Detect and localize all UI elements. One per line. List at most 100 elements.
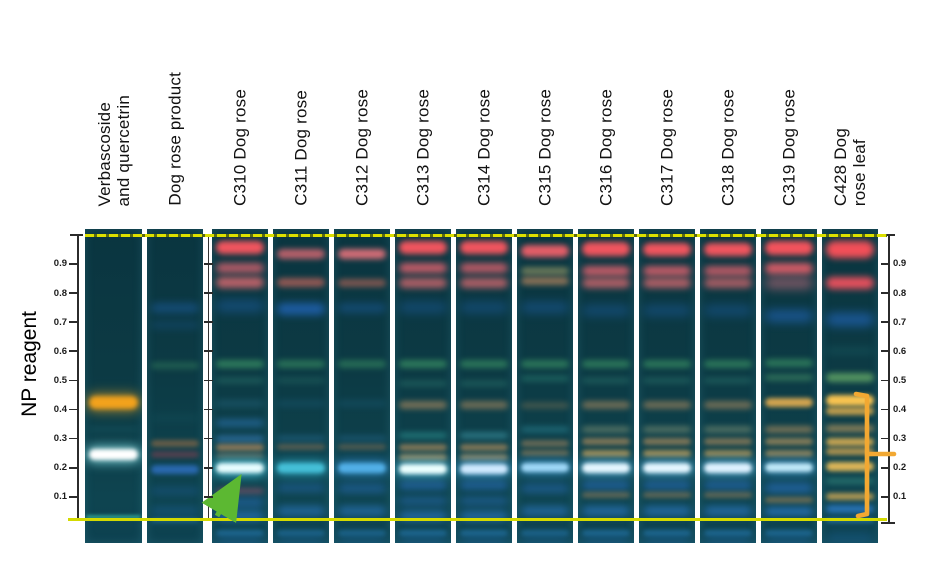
band (825, 406, 875, 415)
band (215, 434, 265, 443)
band (520, 277, 570, 286)
band (825, 437, 875, 446)
band (642, 242, 692, 256)
rf-tick-label-left: 0.1 (53, 491, 67, 503)
rf-tick-label-left: 0.8 (53, 287, 67, 299)
band (703, 462, 753, 473)
lane-std (85, 229, 142, 543)
rf-tick-right (881, 263, 890, 265)
band (703, 360, 753, 369)
rf-tick-left (69, 321, 78, 323)
band (764, 530, 814, 537)
band (215, 360, 265, 369)
rf-tick-left (69, 437, 78, 440)
band (398, 454, 448, 462)
band (398, 401, 448, 410)
band (276, 435, 326, 443)
band (398, 263, 448, 274)
band (337, 278, 387, 287)
band (520, 439, 570, 447)
rf-tick-left (69, 379, 78, 382)
band (88, 426, 138, 434)
band (150, 321, 200, 330)
rf-tick-label-left: 0.4 (53, 404, 67, 416)
band (520, 360, 570, 369)
band (337, 302, 387, 313)
rf-tick-right (881, 379, 890, 382)
band (459, 454, 509, 462)
lane-C316 (578, 229, 634, 543)
rf-tick-middle (204, 496, 213, 498)
band (581, 426, 631, 434)
lane-C314 (456, 229, 512, 543)
band (398, 241, 448, 255)
rf-axis-left-top-cap (70, 234, 83, 237)
band (825, 504, 875, 513)
band (150, 302, 200, 313)
band (276, 534, 326, 543)
band (276, 530, 326, 537)
rf-tick-middle (204, 263, 213, 265)
band (459, 530, 509, 537)
band (459, 464, 509, 475)
band (88, 449, 138, 461)
band (150, 439, 200, 447)
band (703, 506, 753, 517)
rf-tick-label-right: 0.2 (893, 462, 907, 474)
band (825, 240, 875, 258)
band (642, 506, 692, 517)
band (825, 477, 875, 484)
band (337, 530, 387, 537)
band (581, 534, 631, 543)
rf-tick-right (881, 292, 890, 294)
band (703, 480, 753, 490)
band (642, 277, 692, 288)
lane-C318 (700, 229, 756, 543)
band (459, 510, 509, 521)
rf-tick-label-right: 0.5 (893, 374, 907, 386)
band (459, 302, 509, 314)
band (88, 395, 138, 409)
band (581, 376, 631, 384)
band (764, 397, 814, 407)
band (581, 506, 631, 517)
band (703, 242, 753, 256)
rf-tick-label-left: 0.6 (53, 345, 67, 357)
band (642, 449, 692, 457)
band (764, 262, 814, 274)
band (825, 448, 875, 456)
band (276, 444, 326, 451)
band (520, 302, 570, 314)
band (276, 506, 326, 517)
band (459, 432, 509, 440)
band (825, 347, 875, 356)
rf-tick-label-right: 0.4 (893, 404, 907, 416)
band (398, 379, 448, 387)
band (764, 426, 814, 434)
band (215, 241, 265, 255)
band (459, 277, 509, 288)
rf-tick-label-right: 0.8 (893, 287, 907, 299)
band (276, 278, 326, 288)
rf-tick-left (69, 292, 78, 294)
rf-tick-left (69, 350, 78, 353)
band (459, 401, 509, 410)
band (581, 462, 631, 473)
band (825, 312, 875, 326)
rf-tick-label-right: 0.3 (893, 433, 907, 445)
band (150, 506, 200, 517)
band (215, 443, 265, 451)
band (215, 530, 265, 537)
band (703, 401, 753, 410)
band (581, 480, 631, 490)
band (581, 305, 631, 316)
band (703, 426, 753, 434)
band (520, 450, 570, 457)
lane-C315 (517, 229, 573, 543)
band (459, 443, 509, 451)
band (581, 266, 631, 277)
lane-product (147, 229, 203, 543)
band (825, 493, 875, 501)
